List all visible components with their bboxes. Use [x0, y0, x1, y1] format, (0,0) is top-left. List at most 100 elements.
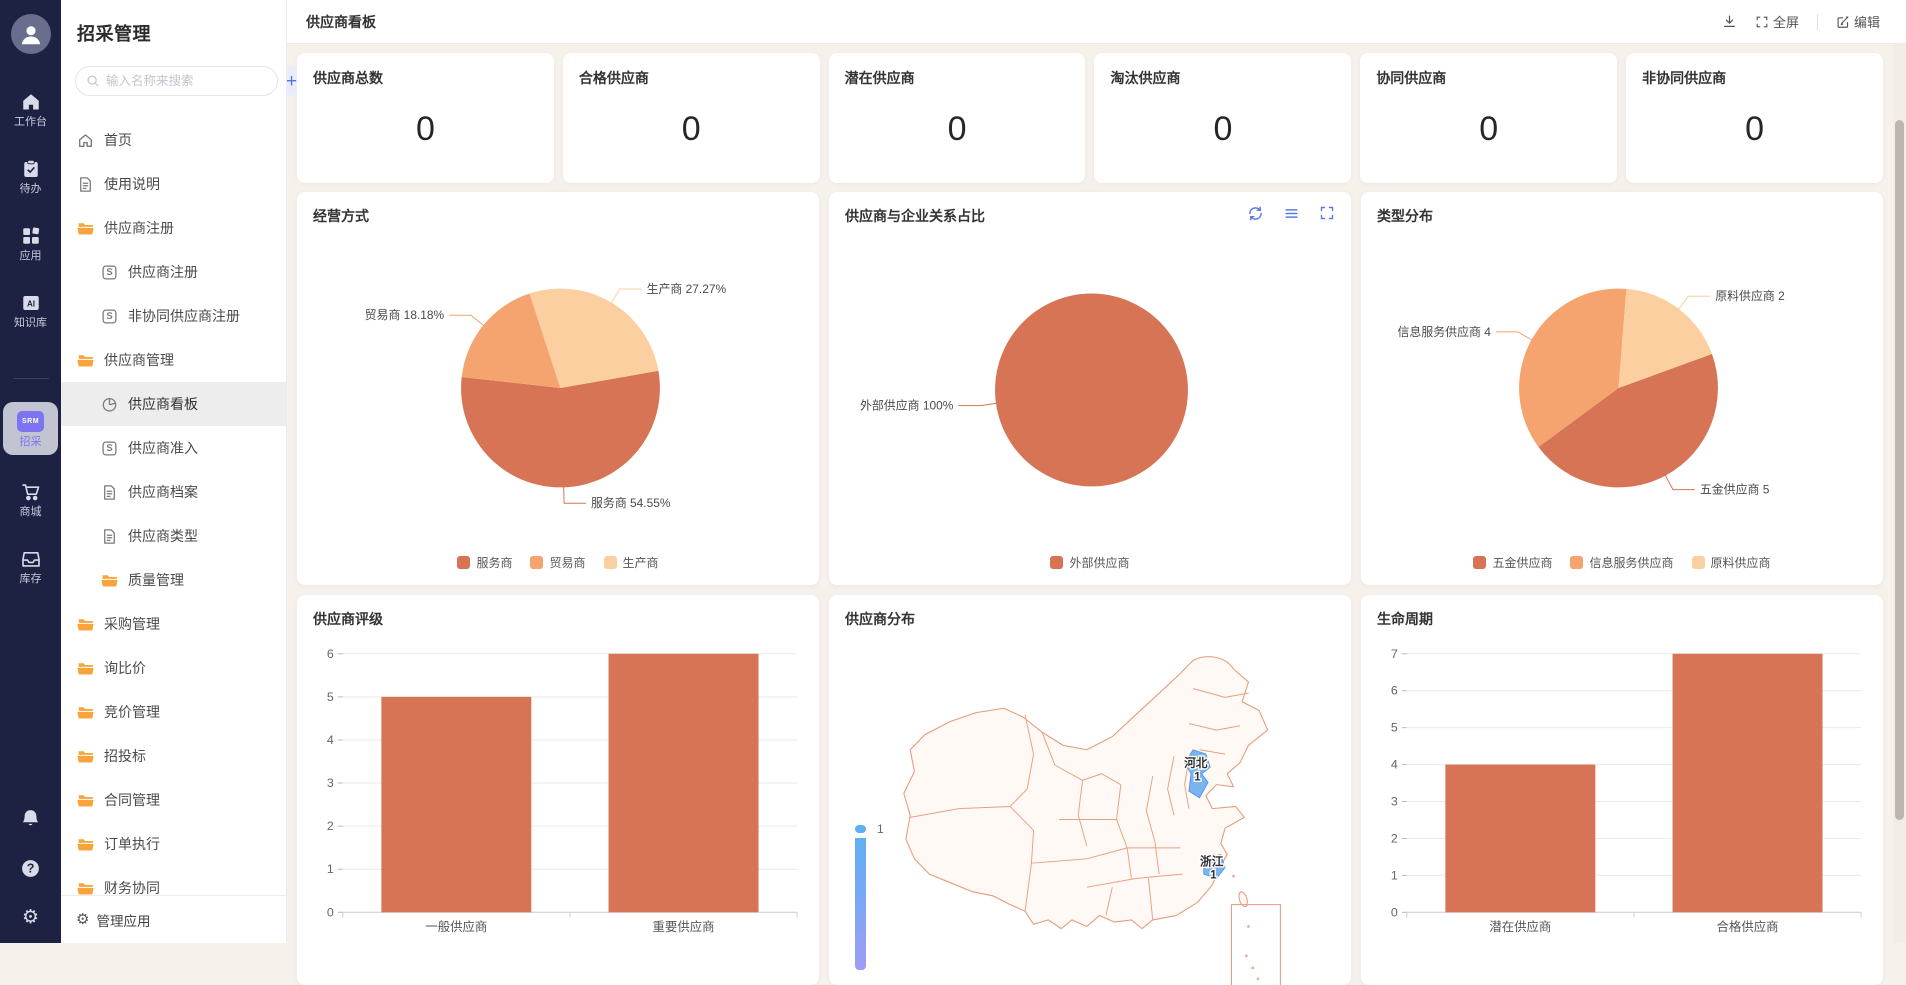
rail-item-label: 知识库	[14, 318, 47, 329]
sidebar-item-供应商注册[interactable]: 供应商注册	[61, 250, 286, 294]
form-icon	[101, 264, 118, 281]
add-button[interactable]: +	[286, 66, 297, 96]
rail-item-todo[interactable]: 待办	[3, 155, 58, 199]
stat-value: 0	[1376, 110, 1601, 149]
download-icon	[1722, 14, 1737, 29]
sidebar-item-label: 质量管理	[128, 570, 184, 590]
legend-label: 信息服务供应商	[1589, 554, 1673, 571]
legend-item[interactable]: 生产商	[604, 554, 659, 571]
edit-icon	[1836, 15, 1850, 29]
rail-item-inventory[interactable]: 库存	[3, 545, 58, 589]
sidebar-item-label: 非协同供应商注册	[128, 306, 240, 326]
sidebar-item-label: 订单执行	[104, 834, 160, 854]
sidebar-item-供应商看板[interactable]: 供应商看板	[61, 382, 286, 426]
sidebar-item-询比价[interactable]: 询比价	[61, 646, 286, 690]
svg-text:合格供应商: 合格供应商	[1717, 919, 1779, 934]
main-area: 供应商看板 全屏 编辑 供应商总	[287, 0, 1906, 943]
sidebar-item-非协同供应商注册[interactable]: 非协同供应商注册	[61, 294, 286, 338]
search-icon	[86, 74, 100, 88]
sidebar-item-label: 供应商注册	[128, 262, 198, 282]
sidebar-item-label: 供应商准入	[128, 438, 198, 458]
sidebar-item-供应商准入[interactable]: 供应商准入	[61, 426, 286, 470]
edit-button[interactable]: 编辑	[1836, 12, 1880, 31]
chart-title: 生命周期	[1377, 609, 1433, 629]
scrollbar-thumb[interactable]	[1895, 120, 1904, 820]
rail-item-mall[interactable]: 商城	[3, 478, 58, 522]
legend-label: 贸易商	[549, 554, 585, 571]
sidebar-item-供应商档案[interactable]: 供应商档案	[61, 470, 286, 514]
sidebar-item-label: 询比价	[104, 658, 146, 678]
avatar[interactable]	[11, 14, 51, 54]
sidebar-item-label: 供应商管理	[104, 350, 174, 370]
menu-search[interactable]	[75, 66, 278, 96]
notifications-bell-icon[interactable]	[20, 808, 41, 829]
legend-swatch	[457, 556, 470, 569]
sidebar-item-供应商类型[interactable]: 供应商类型	[61, 514, 286, 558]
legend-item[interactable]: 贸易商	[530, 554, 585, 571]
legend-item[interactable]: 原料供应商	[1692, 554, 1771, 571]
sidebar-item-合同管理[interactable]: 合同管理	[61, 778, 286, 822]
rail-item-apps[interactable]: 应用	[3, 222, 58, 266]
sidebar-item-采购管理[interactable]: 采购管理	[61, 602, 286, 646]
sidebar-item-竞价管理[interactable]: 竞价管理	[61, 690, 286, 734]
legend-swatch	[604, 556, 617, 569]
list-view-icon[interactable]	[1283, 205, 1300, 222]
rail-item-label: 招采	[20, 437, 42, 448]
doc-icon	[101, 484, 118, 501]
svg-text:1: 1	[327, 862, 334, 876]
refresh-icon[interactable]	[1247, 205, 1264, 222]
svg-text:3: 3	[1391, 794, 1398, 808]
legend-item[interactable]: 服务商	[457, 554, 512, 571]
svg-text:贸易商 18.18%: 贸易商 18.18%	[365, 308, 445, 322]
fullscreen-button[interactable]: 全屏	[1755, 12, 1799, 31]
svg-text:4: 4	[1391, 758, 1398, 772]
workbench-icon	[21, 92, 41, 112]
expand-icon[interactable]	[1319, 205, 1335, 222]
stat-value: 0	[845, 110, 1070, 149]
sidebar-item-招投标[interactable]: 招投标	[61, 734, 286, 778]
svg-text:原料供应商 2: 原料供应商 2	[1715, 289, 1785, 303]
sidebar-item-订单执行[interactable]: 订单执行	[61, 822, 286, 866]
stat-value: 0	[313, 110, 538, 149]
svg-text:0: 0	[1391, 905, 1398, 919]
sidebar-item-label: 供应商注册	[104, 218, 174, 238]
search-input[interactable]	[106, 74, 267, 88]
help-icon[interactable]: ?	[20, 858, 41, 879]
sidebar-item-首页[interactable]: 首页	[61, 118, 286, 162]
rail-item-workbench[interactable]: 工作台	[3, 88, 58, 132]
settings-gear-icon[interactable]: ⚙	[22, 908, 39, 927]
sidebar-item-质量管理[interactable]: 质量管理	[61, 558, 286, 602]
visualmap: 1	[855, 825, 866, 970]
sidebar-item-财务协同[interactable]: 财务协同	[61, 866, 286, 895]
scrollbar-track[interactable]	[1893, 44, 1906, 943]
folder-icon	[77, 836, 94, 853]
chart-card-supplier-distribution: 供应商分布 1	[829, 595, 1351, 985]
sidebar-item-使用说明[interactable]: 使用说明	[61, 162, 286, 206]
sidebar-item-供应商注册[interactable]: 供应商注册	[61, 206, 286, 250]
rail-item-label: 工作台	[14, 117, 47, 128]
svg-text:5: 5	[1391, 721, 1398, 735]
fullscreen-icon	[1755, 15, 1769, 29]
chart-title: 类型分布	[1377, 206, 1433, 226]
visualmap-handle[interactable]	[855, 825, 866, 833]
legend-item[interactable]: 信息服务供应商	[1570, 554, 1673, 571]
chart-card-supplier-relation: 供应商与企业关系占比	[829, 192, 1351, 585]
manage-apps-button[interactable]: ⚙ 管理应用	[61, 895, 286, 943]
visualmap-max-label: 1	[877, 822, 884, 836]
sidebar-item-供应商管理[interactable]: 供应商管理	[61, 338, 286, 382]
svg-text:五金供应商 5: 五金供应商 5	[1700, 483, 1770, 497]
form-icon	[101, 308, 118, 325]
legend-swatch	[1692, 556, 1705, 569]
download-button[interactable]	[1722, 14, 1737, 29]
legend-item[interactable]: 五金供应商	[1473, 554, 1552, 571]
legend-item[interactable]: 外部供应商	[1050, 554, 1129, 571]
folder-icon	[77, 704, 94, 721]
svg-text:服务商 54.55%: 服务商 54.55%	[591, 496, 671, 510]
